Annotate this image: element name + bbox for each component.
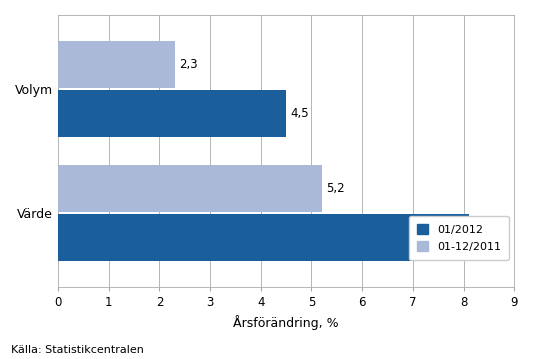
Bar — [58, 41, 175, 88]
Text: 4,5: 4,5 — [290, 107, 309, 120]
Text: 2,3: 2,3 — [179, 58, 197, 71]
Text: 5,2: 5,2 — [326, 182, 344, 195]
Bar — [58, 90, 286, 137]
Text: 8,1: 8,1 — [473, 231, 491, 244]
Bar — [58, 165, 321, 212]
Text: Källa: Statistikcentralen: Källa: Statistikcentralen — [11, 345, 143, 355]
X-axis label: Årsförändring, %: Årsförändring, % — [233, 315, 339, 330]
Legend: 01/2012, 01-12/2011: 01/2012, 01-12/2011 — [409, 216, 508, 260]
Bar — [58, 214, 469, 261]
